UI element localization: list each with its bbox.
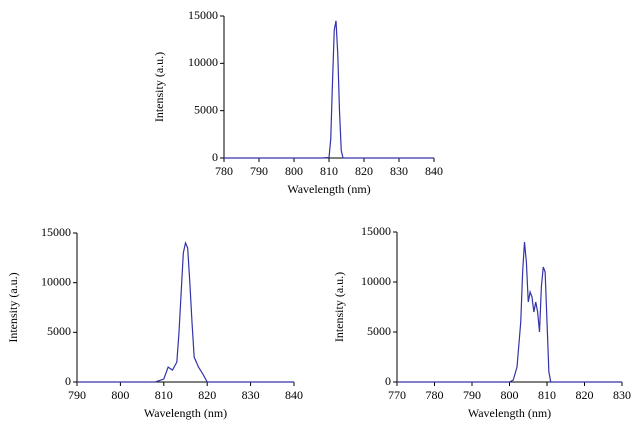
- x-tick-label: 790: [463, 388, 481, 402]
- x-tick-label: 830: [390, 164, 408, 178]
- x-tick-label: 800: [501, 388, 519, 402]
- y-tick-label: 5000: [194, 102, 218, 116]
- x-tick-label: 840: [425, 164, 443, 178]
- y-tick-label: 0: [65, 374, 71, 388]
- x-tick-label: 800: [111, 388, 129, 402]
- x-tick-label: 810: [538, 388, 556, 402]
- y-tick-label: 15000: [361, 224, 391, 238]
- y-axis-label: Intensity (a.u.): [6, 272, 20, 342]
- data-line: [397, 241, 622, 383]
- data-line: [77, 240, 294, 383]
- x-axis-label: Wavelength (nm): [144, 406, 227, 420]
- y-tick-label: 5000: [47, 324, 71, 338]
- x-axis-label: Wavelength (nm): [287, 182, 370, 196]
- y-tick-label: 10000: [188, 55, 218, 69]
- x-tick-label: 770: [388, 388, 406, 402]
- x-axis-label: Wavelength (nm): [468, 406, 551, 420]
- chart: 0 5000 10000 15000 770 780 790 800 810 820 830 Wave…: [332, 224, 631, 420]
- y-tick-label: 10000: [41, 274, 71, 288]
- y-axis-label: Intensity (a.u.): [332, 272, 346, 342]
- y-tick-label: 5000: [367, 324, 391, 338]
- y-tick-label: 15000: [41, 225, 71, 239]
- chart: 0 5000 10000 15000 790 800 810 820 830 840 Wavelen…: [6, 225, 303, 420]
- x-tick-label: 800: [285, 164, 303, 178]
- x-tick-label: 780: [215, 164, 233, 178]
- x-tick-label: 830: [242, 388, 260, 402]
- x-tick-label: 820: [355, 164, 373, 178]
- x-tick-label: 790: [68, 388, 86, 402]
- x-tick-label: 840: [285, 388, 303, 402]
- x-tick-label: 820: [198, 388, 216, 402]
- x-tick-label: 820: [576, 388, 594, 402]
- data-line: [224, 20, 434, 159]
- y-tick-label: 0: [385, 374, 391, 388]
- y-tick-label: 15000: [188, 8, 218, 22]
- x-tick-label: 830: [613, 388, 631, 402]
- y-tick-label: 0: [212, 150, 218, 164]
- x-tick-label: 790: [250, 164, 268, 178]
- y-axis-label: Intensity (a.u.): [152, 52, 166, 122]
- x-tick-label: 810: [320, 164, 338, 178]
- chart: 0 5000 10000 15000 780 790 800 810 820 830 840 Wave…: [152, 8, 443, 196]
- x-tick-label: 780: [426, 388, 444, 402]
- y-tick-label: 10000: [361, 274, 391, 288]
- x-tick-label: 810: [155, 388, 173, 402]
